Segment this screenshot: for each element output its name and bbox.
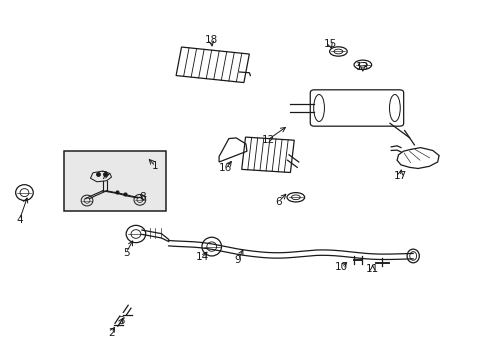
Text: 8: 8 — [139, 192, 146, 202]
Text: 13: 13 — [355, 62, 369, 72]
Text: 1: 1 — [152, 161, 159, 171]
Text: 9: 9 — [234, 255, 241, 265]
Text: 18: 18 — [204, 35, 218, 45]
Text: 15: 15 — [323, 39, 336, 49]
Text: 5: 5 — [122, 248, 129, 258]
Text: 4: 4 — [16, 215, 23, 225]
Text: 3: 3 — [118, 316, 124, 326]
Text: 12: 12 — [261, 135, 274, 145]
Text: 16: 16 — [219, 163, 232, 174]
FancyBboxPatch shape — [63, 151, 166, 211]
Text: 6: 6 — [275, 197, 282, 207]
Text: 7: 7 — [100, 171, 107, 181]
Text: 2: 2 — [108, 328, 115, 338]
Text: 10: 10 — [334, 262, 347, 272]
Text: 17: 17 — [392, 171, 406, 181]
Text: 14: 14 — [196, 252, 209, 262]
Text: 11: 11 — [365, 264, 379, 274]
